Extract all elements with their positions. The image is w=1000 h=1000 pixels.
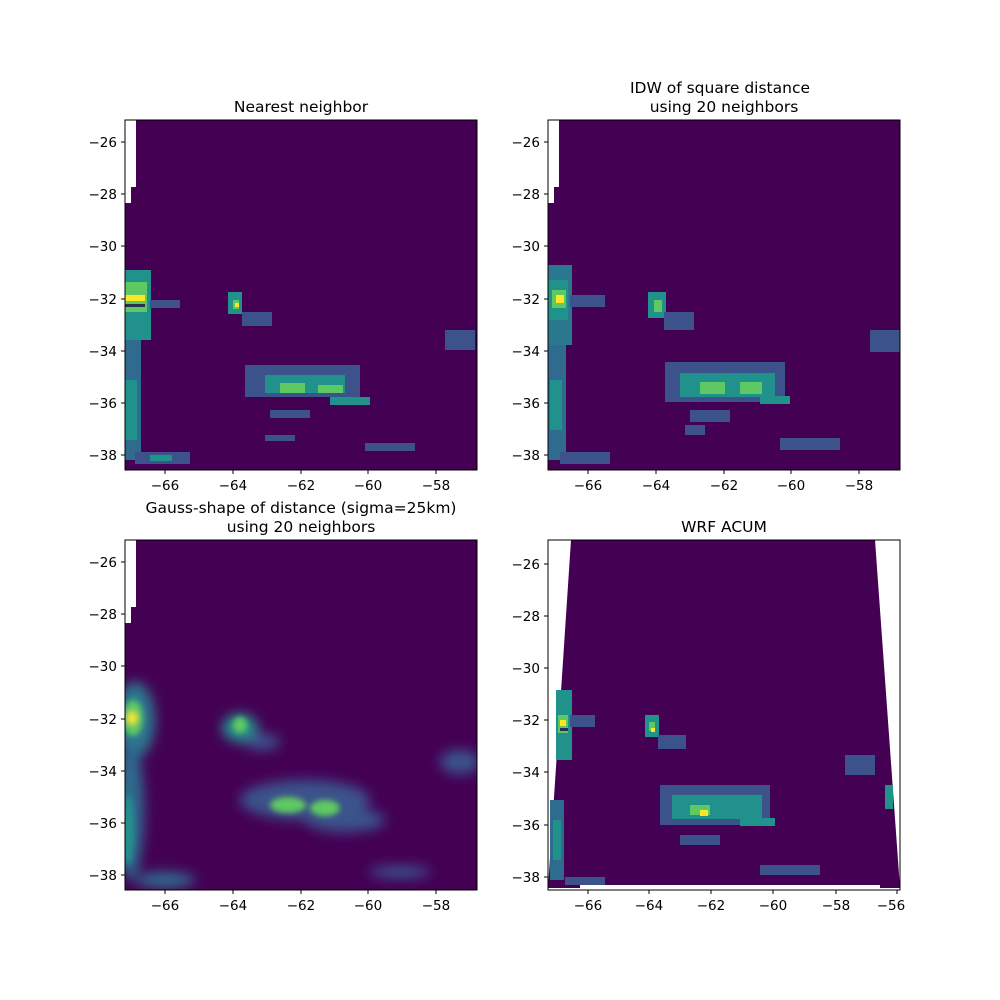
x-axis: −66 −64 −62 −60 −58 [151, 890, 451, 914]
y-tick-label: −32 [89, 712, 118, 728]
y-tick-label: −38 [512, 448, 541, 464]
x-axis: −66 −64 −62 −60 −58 [574, 470, 874, 494]
y-axis: −26 −28 −30 −32 −34 −36 −38 [89, 555, 125, 884]
y-tick-label: −30 [89, 239, 118, 255]
y-tick-label: −28 [512, 187, 541, 203]
y-tick-label: −36 [512, 818, 541, 834]
y-tick-label: −26 [89, 555, 118, 571]
x-tick-label: −66 [151, 478, 180, 494]
heatmap-field [125, 120, 477, 470]
heatmap-field [125, 540, 477, 890]
y-tick-label: −28 [89, 187, 118, 203]
x-tick-label: −60 [354, 478, 383, 494]
y-tick-label: −30 [512, 661, 541, 677]
y-tick-label: −36 [89, 396, 118, 412]
y-axis: −26 −28 −30 −32 −34 −36 −38 [512, 557, 548, 886]
y-tick-label: −34 [89, 764, 118, 780]
y-tick-label: −26 [512, 135, 541, 151]
x-axis: −66 −64 −62 −60 −58 [151, 470, 451, 494]
x-tick-label: −66 [151, 898, 180, 914]
x-tick-label: −66 [574, 898, 603, 914]
panel-gauss: Gauss-shape of distance (sigma=25km) usi… [89, 499, 478, 914]
x-tick-label: −60 [777, 478, 806, 494]
x-tick-label: −60 [759, 898, 788, 914]
y-tick-label: −34 [512, 344, 541, 360]
y-tick-label: −36 [89, 816, 118, 832]
y-tick-label: −36 [512, 396, 541, 412]
y-tick-label: −34 [89, 344, 118, 360]
x-tick-label: −58 [422, 898, 451, 914]
x-tick-label: −62 [710, 478, 739, 494]
panel-nearest-neighbor: Nearest neighbor [89, 98, 478, 494]
y-tick-label: −32 [512, 292, 541, 308]
y-tick-label: −28 [89, 607, 118, 623]
x-tick-label: −60 [354, 898, 383, 914]
y-axis: −26 −28 −30 −32 −34 −36 −38 [89, 135, 125, 464]
y-tick-label: −30 [512, 239, 541, 255]
x-tick-label: −62 [287, 478, 316, 494]
panel-title: WRF ACUM [681, 518, 767, 536]
x-tick-label: −64 [642, 478, 671, 494]
x-tick-label: −62 [287, 898, 316, 914]
y-tick-label: −32 [89, 292, 118, 308]
y-tick-label: −38 [89, 448, 118, 464]
y-tick-label: −38 [89, 868, 118, 884]
x-tick-label: −56 [877, 898, 906, 914]
x-tick-label: −58 [422, 478, 451, 494]
x-tick-label: −64 [635, 898, 664, 914]
x-tick-label: −64 [219, 898, 248, 914]
panel-subtitle: using 20 neighbors [227, 518, 376, 536]
x-tick-label: −58 [845, 478, 874, 494]
y-axis: −26 −28 −30 −32 −34 −36 −38 [512, 135, 548, 464]
panel-subtitle: using 20 neighbors [650, 98, 799, 116]
plot-area-frame [547, 539, 901, 891]
y-tick-label: −26 [89, 135, 118, 151]
x-tick-label: −64 [219, 478, 248, 494]
x-tick-label: −62 [697, 898, 726, 914]
y-tick-label: −30 [89, 659, 118, 675]
y-tick-label: −26 [512, 557, 541, 573]
x-tick-label: −66 [574, 478, 603, 494]
y-tick-label: −34 [512, 765, 541, 781]
x-axis: −66 −64 −62 −60 −58 −56 [574, 890, 906, 914]
panel-wrf-acum: WRF ACUM [512, 518, 906, 914]
heatmap-field [548, 540, 900, 888]
heatmap-field [548, 120, 900, 470]
panel-title: Nearest neighbor [234, 98, 369, 116]
panel-title: Gauss-shape of distance (sigma=25km) [146, 499, 457, 517]
y-tick-label: −38 [512, 870, 541, 886]
x-tick-label: −58 [822, 898, 851, 914]
y-tick-label: −28 [512, 609, 541, 625]
y-tick-label: −32 [512, 713, 541, 729]
panel-title: IDW of square distance [630, 79, 810, 97]
panel-idw: IDW of square distance using 20 neighbor… [512, 79, 901, 494]
